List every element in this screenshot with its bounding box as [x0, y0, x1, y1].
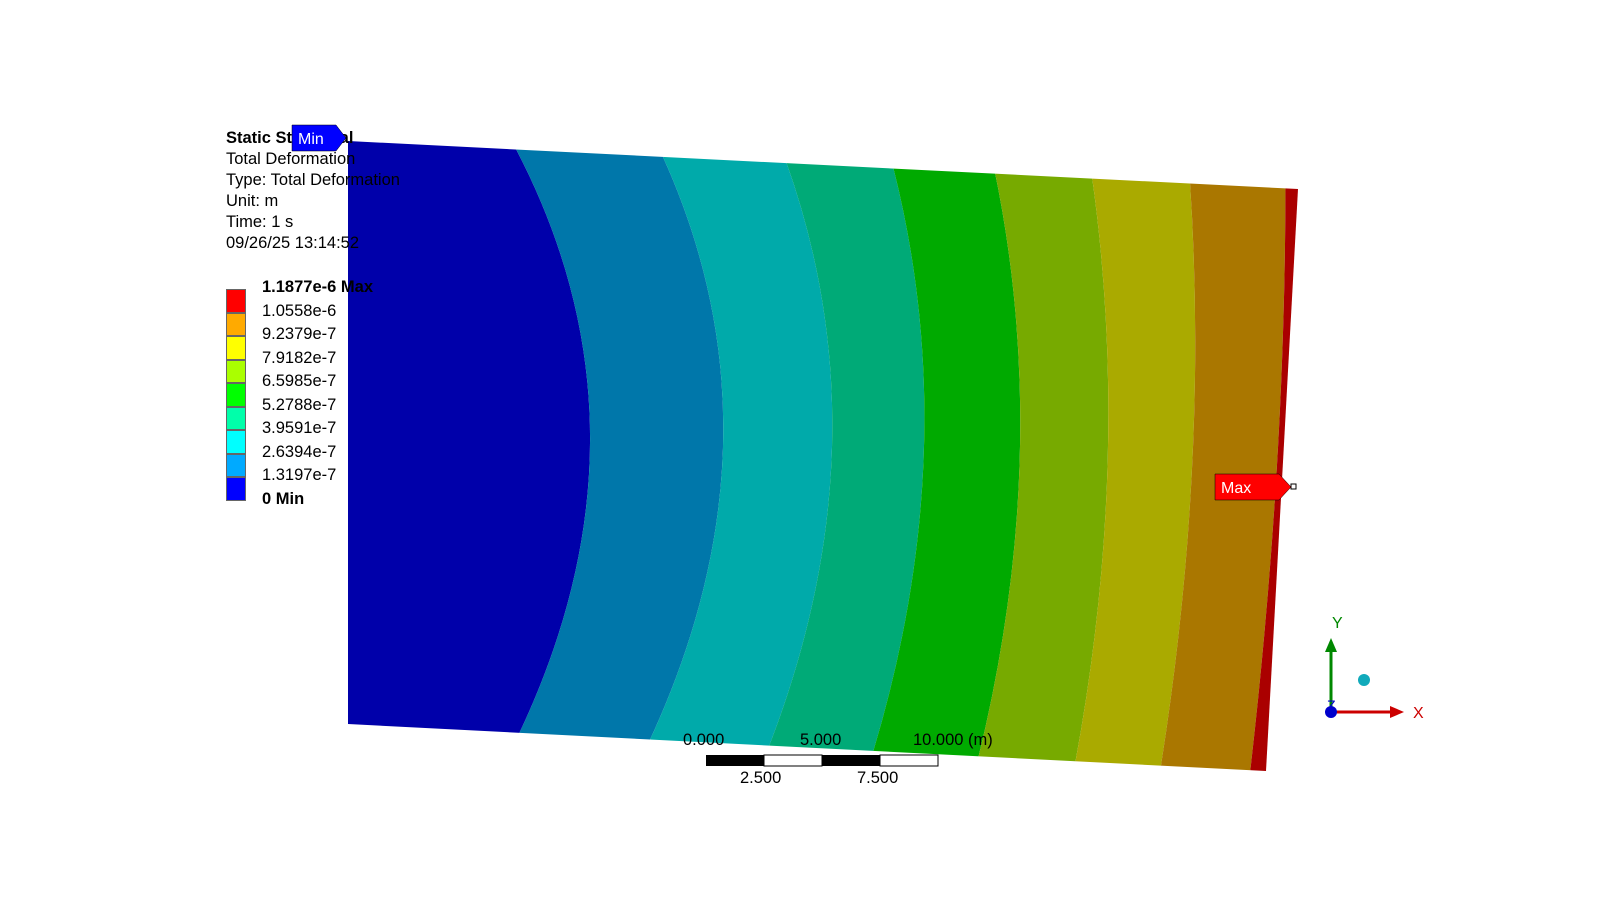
origin-sphere-icon [1358, 674, 1370, 686]
legend-label: 9.2379e-7 [262, 325, 337, 343]
contour-band [751, 141, 925, 771]
scale-label: 7.500 [857, 769, 899, 787]
legend-swatch [226, 289, 246, 313]
legend-label: 2.6394e-7 [262, 442, 337, 461]
legend-swatch [226, 359, 246, 383]
x-axis-label: X [1413, 705, 1424, 722]
legend-label: 6.5985e-7 [262, 372, 337, 390]
result-info: Static Structural Total Deformation Type… [226, 128, 400, 254]
scale-label: 0.000 [683, 731, 725, 749]
contour-band [490, 141, 724, 771]
axis-triad[interactable]: Y X Z [1300, 612, 1440, 732]
result-type: Type: Total Deformation [226, 171, 400, 189]
contour-band [1157, 141, 1286, 771]
legend-label-max: 1.1877e-6 Max [262, 278, 373, 296]
scale-bar-graphic [706, 754, 939, 767]
result-name: Total Deformation [226, 150, 356, 168]
contour-band [970, 141, 1109, 771]
min-marker[interactable]: Min [291, 124, 352, 155]
legend-label: 1.0558e-6 [262, 301, 337, 320]
legend-swatch [226, 477, 246, 501]
legend-swatch [226, 430, 246, 454]
min-marker-label: Min [298, 131, 324, 148]
legend-swatch [226, 383, 246, 407]
contour-band [861, 141, 1021, 771]
max-marker[interactable]: Max [1214, 473, 1297, 504]
legend-swatch [226, 453, 246, 477]
y-axis-label: Y [1332, 615, 1343, 632]
legend-swatch [226, 312, 246, 336]
legend-label: 7.9182e-7 [262, 348, 337, 367]
scale-label: 10.000 (m) [913, 731, 993, 749]
z-axis-label: Z [1327, 697, 1336, 713]
legend-label: 3.9591e-7 [262, 419, 337, 437]
legend-label-min: 0 Min [262, 490, 305, 508]
result-unit: Unit: m [226, 192, 279, 210]
legend-swatch [226, 406, 246, 430]
legend-label: 5.2788e-7 [262, 395, 337, 414]
contour-band [625, 141, 833, 771]
result-timestamp: 09/26/25 13:14:52 [226, 234, 360, 252]
scale-label: 5.000 [800, 731, 842, 749]
contour-band [348, 141, 590, 771]
max-marker-label: Max [1221, 480, 1251, 497]
scale-label: 2.500 [740, 769, 782, 787]
result-time: Time: 1 s [226, 213, 294, 231]
contour-band [1070, 141, 1196, 771]
legend-label: 1.3197e-7 [262, 466, 337, 484]
legend-swatch [226, 336, 246, 360]
